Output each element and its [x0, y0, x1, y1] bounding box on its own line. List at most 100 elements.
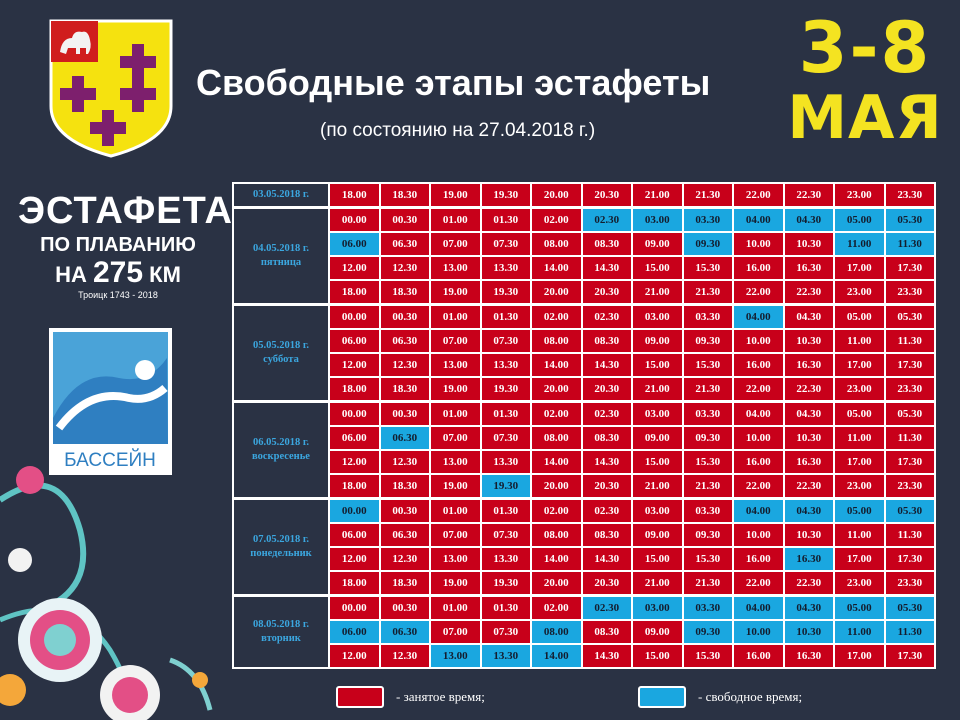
slot-busy: 12.30 — [378, 352, 431, 378]
slot-busy: 22.30 — [782, 279, 835, 306]
slot-busy: 15.00 — [631, 352, 684, 378]
slot-busy: 14.30 — [580, 255, 633, 281]
slot-busy: 17.30 — [883, 255, 936, 281]
slot-busy: 06.00 — [328, 425, 381, 451]
slot-free: 03.30 — [681, 594, 734, 621]
slot-busy: 08.30 — [580, 231, 633, 257]
slot-busy: 13.00 — [429, 449, 482, 475]
slot-busy: 07.30 — [479, 231, 532, 257]
slot-free: 04.30 — [782, 206, 835, 233]
schedule-row: 03.05.2018 г. 18.00 18.30 19.00 19.30 20.00 20… — [232, 182, 936, 209]
slot-busy: 07.30 — [479, 425, 532, 451]
event-dates: 3-8 МАЯ — [780, 10, 950, 150]
slot-busy: 03.00 — [631, 400, 684, 427]
slot-busy: 13.00 — [429, 546, 482, 572]
day-weekday: воскресенье — [252, 451, 310, 462]
schedule-row: 06.00 06.30 07.00 07.30 08.00 08.30 09.00 09.30… — [233, 425, 936, 451]
slot-busy: 16.00 — [732, 352, 785, 378]
slot-free: 10.00 — [732, 619, 785, 645]
slot-busy: 15.30 — [681, 449, 734, 475]
slot-busy: 06.30 — [378, 231, 431, 257]
slot-busy: 09.00 — [631, 522, 684, 548]
slot-busy: 05.00 — [833, 400, 886, 427]
slot-busy: 17.30 — [883, 546, 936, 572]
slot-busy: 00.00 — [328, 594, 381, 621]
slot-busy: 15.30 — [681, 255, 734, 281]
slot-busy: 18.00 — [328, 279, 381, 306]
slot-busy: 09.30 — [681, 328, 734, 354]
pool-logo-icon: БАССЕЙН — [49, 328, 172, 475]
slot-busy: 08.00 — [530, 425, 583, 451]
slot-free: 03.00 — [631, 206, 684, 233]
slot-busy: 14.00 — [530, 449, 583, 475]
legend-busy-swatch — [336, 686, 384, 708]
slot-free: 04.00 — [732, 594, 785, 621]
slot-busy: 17.00 — [833, 352, 886, 378]
slot-busy: 13.30 — [479, 546, 532, 572]
slot-busy: 19.00 — [429, 473, 482, 500]
slot-busy: 23.00 — [833, 279, 886, 306]
slot-free: 06.00 — [328, 231, 381, 257]
schedule-row: 18.00 18.30 19.00 19.30 20.00 20.30 21.00 21.30… — [233, 473, 936, 500]
slot-free: 10.30 — [782, 619, 835, 645]
slot-busy: 23.00 — [833, 182, 886, 209]
slot-busy: 15.00 — [631, 546, 684, 572]
slot-free: 00.00 — [328, 497, 381, 524]
slot-busy: 21.00 — [631, 376, 684, 403]
day-label: 03.05.2018 г. — [232, 182, 330, 209]
slot-busy: 10.00 — [732, 328, 785, 354]
slot-free: 03.00 — [631, 594, 684, 621]
slot-free: 11.00 — [833, 619, 886, 645]
slot-busy: 01.30 — [479, 303, 532, 330]
slot-busy: 06.00 — [328, 522, 381, 548]
slot-busy: 14.00 — [530, 255, 583, 281]
slot-busy: 05.30 — [883, 303, 936, 330]
day-date: 07.05.2018 г. — [252, 534, 310, 545]
slot-busy: 09.00 — [631, 425, 684, 451]
day-weekday: вторник — [261, 633, 301, 644]
slot-busy: 00.00 — [328, 400, 381, 427]
slot-busy: 22.00 — [732, 473, 785, 500]
slot-busy: 19.00 — [429, 570, 482, 597]
slot-busy: 18.30 — [378, 376, 431, 403]
slot-free: 05.30 — [883, 497, 936, 524]
slot-busy: 23.00 — [833, 376, 886, 403]
slot-busy: 23.30 — [883, 279, 936, 306]
slot-busy: 18.30 — [378, 182, 431, 209]
slot-busy: 10.30 — [782, 231, 835, 257]
slot-busy: 10.30 — [782, 522, 835, 548]
slot-free: 04.00 — [732, 497, 785, 524]
slot-busy: 15.30 — [681, 546, 734, 572]
slot-busy: 11.30 — [883, 328, 936, 354]
day-label: 08.05.2018 г. вторник — [232, 594, 330, 669]
relay-logo-prefix: НА — [55, 262, 87, 287]
relay-logo-number: 275 — [92, 256, 144, 289]
slot-busy: 21.30 — [681, 376, 734, 403]
slot-busy: 12.00 — [328, 255, 381, 281]
slot-free: 19.30 — [479, 473, 532, 500]
slot-busy: 15.00 — [631, 643, 684, 669]
slot-busy: 21.30 — [681, 182, 734, 209]
slot-busy: 09.00 — [631, 328, 684, 354]
slot-busy: 04.30 — [782, 400, 835, 427]
slot-busy: 06.00 — [328, 328, 381, 354]
slot-free: 11.30 — [883, 231, 936, 257]
schedule-row: 12.00 12.30 13.00 13.30 14.00 14.30 15.00 15.30… — [233, 255, 936, 281]
schedule-table: 03.05.2018 г. 18.00 18.30 19.00 19.30 20.00 20… — [232, 182, 936, 669]
slot-busy: 08.00 — [530, 522, 583, 548]
slot-busy: 22.00 — [732, 376, 785, 403]
slot-busy: 23.30 — [883, 570, 936, 597]
slot-busy: 21.30 — [681, 473, 734, 500]
legend-free-label: - свободное время; — [698, 689, 803, 704]
day-weekday: суббота — [263, 354, 299, 365]
slot-busy: 07.00 — [429, 231, 482, 257]
slot-free: 09.30 — [681, 619, 734, 645]
day-label: 05.05.2018 г. суббота — [232, 303, 330, 403]
slot-busy: 18.00 — [328, 182, 381, 209]
slot-busy: 20.00 — [530, 279, 583, 306]
day-label: 06.05.2018 г. воскресенье — [232, 400, 330, 500]
slot-free: 08.00 — [530, 619, 583, 645]
slot-busy: 22.30 — [782, 182, 835, 209]
slot-free: 14.00 — [530, 643, 583, 669]
schedule-row: 12.00 12.30 13.00 13.30 14.00 14.30 15.00 15.30… — [233, 352, 936, 378]
